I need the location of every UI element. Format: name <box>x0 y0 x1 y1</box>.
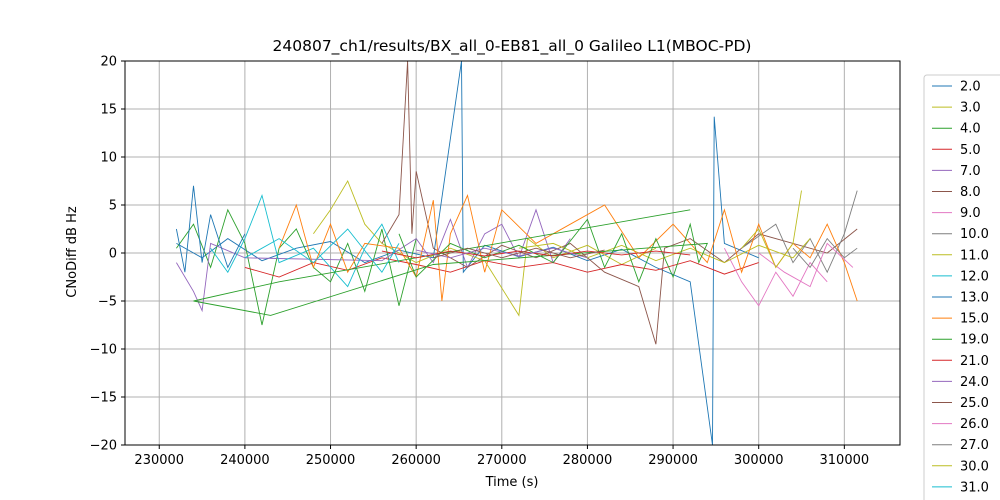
y-tick-label: −5 <box>98 295 117 310</box>
series-line-27.0 <box>792 237 858 269</box>
y-tick-label: −10 <box>90 343 117 358</box>
series-line-30.0 <box>741 190 802 269</box>
plot-series <box>175 61 858 445</box>
y-tick-label: 10 <box>100 151 117 166</box>
series-line-5.0 <box>244 257 759 278</box>
y-tick-label: −15 <box>90 391 117 406</box>
series-line-12.0 <box>210 193 400 288</box>
legend-label: 10.0 <box>960 227 989 242</box>
series-line-3.0 <box>313 179 657 317</box>
legend-label: 12.0 <box>960 269 989 284</box>
y-tick-label: 15 <box>100 103 117 118</box>
x-tick-label: 300000 <box>734 453 784 468</box>
legend-label: 2.0 <box>960 80 981 95</box>
series-line-9.0 <box>723 247 828 307</box>
series-line-11.0 <box>518 238 811 264</box>
legend-label: 21.0 <box>960 354 989 369</box>
legend-label: 8.0 <box>960 185 981 200</box>
x-tick-label: 310000 <box>820 453 870 468</box>
x-tick-label: 250000 <box>306 453 356 468</box>
legend-label: 9.0 <box>960 206 981 221</box>
chart-title: 240807_ch1/results/BX_all_0-EB81_all_0 G… <box>273 37 752 56</box>
legend: 2.0 3.0 4.0 5.0 7.0 8.0 9.0 10.0 11.0 12.0 13.0 15.… <box>923 74 1000 500</box>
legend-label: 15.0 <box>960 312 989 327</box>
y-tick-label: 20 <box>100 55 117 70</box>
legend-label: 31.0 <box>960 480 989 495</box>
series-line-26.0 <box>758 242 854 288</box>
x-tick-label: 280000 <box>563 453 613 468</box>
legend-label: 26.0 <box>960 417 989 432</box>
legend-label: 11.0 <box>960 248 989 263</box>
legend-label: 13.0 <box>960 291 989 306</box>
series-line-13.0 <box>175 185 246 273</box>
x-axis-label: Time (s) <box>485 475 539 490</box>
y-axis: −20 −15 −10 −5 0 5 10 15 20 <box>90 55 125 454</box>
x-tick-label: 240000 <box>220 453 270 468</box>
series-line-21.0 <box>381 250 691 259</box>
y-tick-label: 0 <box>109 247 117 262</box>
series-line-2.0 <box>176 61 759 445</box>
series-line-4.0 <box>176 208 417 326</box>
legend-box <box>923 74 1000 500</box>
legend-label: 4.0 <box>960 122 981 137</box>
series-line-8.0 <box>381 61 858 345</box>
x-axis: 230000 240000 250000 260000 270000 280000 2900… <box>134 445 869 468</box>
x-tick-label: 230000 <box>134 453 184 468</box>
grid <box>125 60 900 446</box>
y-tick-label: 5 <box>109 199 117 214</box>
legend-label: 19.0 <box>960 333 989 348</box>
series-line-19.0 <box>193 209 709 316</box>
x-tick-label: 290000 <box>648 453 698 468</box>
y-tick-label: −20 <box>90 439 117 454</box>
legend-label: 27.0 <box>960 438 989 453</box>
series-line-24.0 <box>416 247 588 259</box>
series-line-25.0 <box>433 247 605 259</box>
legend-label: 3.0 <box>960 101 981 116</box>
legend-label: 7.0 <box>960 164 981 179</box>
legend-label: 25.0 <box>960 396 989 411</box>
y-axis-label: CNoDiff dB Hz <box>65 206 80 298</box>
x-tick-label: 260000 <box>391 453 441 468</box>
series-line-7.0 <box>176 208 571 313</box>
legend-label: 24.0 <box>960 375 989 390</box>
x-tick-label: 270000 <box>477 453 527 468</box>
series-line-31.0 <box>244 228 400 273</box>
legend-label: 30.0 <box>960 459 989 474</box>
legend-label: 5.0 <box>960 143 981 158</box>
